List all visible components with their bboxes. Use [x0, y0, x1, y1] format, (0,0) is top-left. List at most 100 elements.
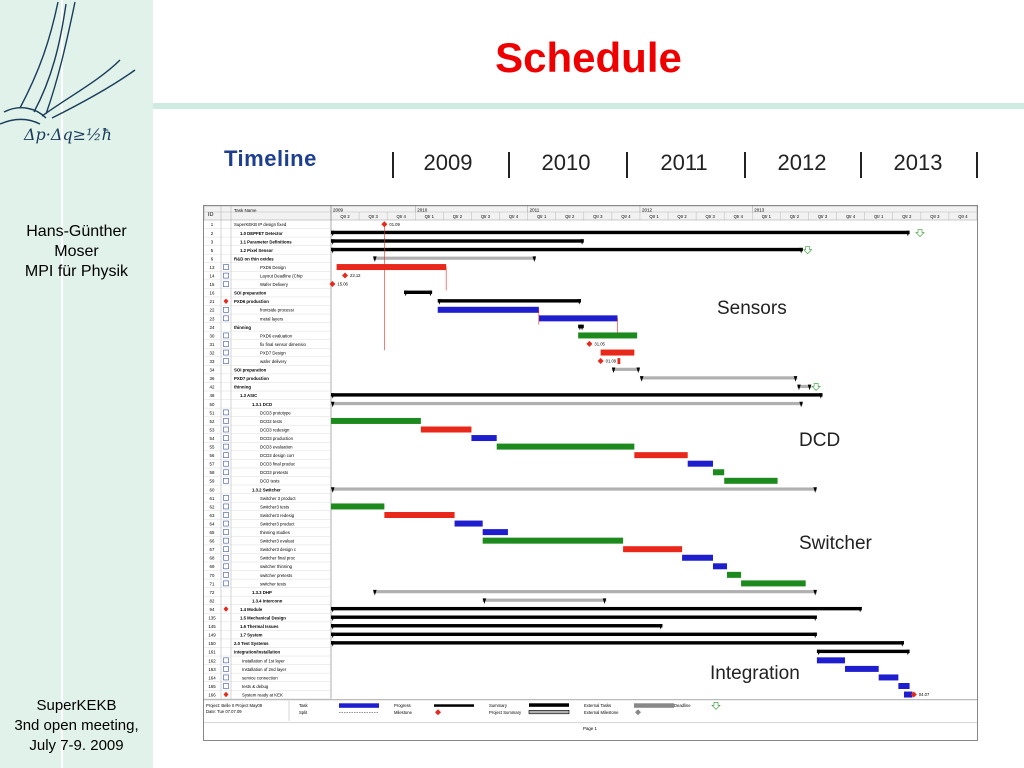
table-row-id: 71 [210, 581, 215, 586]
table-row-id: 165 [208, 684, 216, 689]
gantt-task-bar [617, 358, 621, 365]
table-row-name: R&D on thin oxides [234, 256, 274, 261]
table-row-name: 1.5 Mechanical Design [240, 616, 286, 621]
gantt-summary-cap [331, 615, 335, 622]
gantt-summary-bar [331, 239, 584, 243]
table-row-id: 163 [208, 667, 216, 672]
gantt-summary-cap [858, 606, 862, 613]
legend-label: External Milestone [584, 710, 619, 715]
slide-title: Schedule [495, 34, 682, 81]
gantt-milestone-label: 31.05 [594, 342, 605, 347]
header-quarter: Qtr 2 [677, 214, 687, 219]
table-row-note-icon [223, 409, 229, 416]
gantt-summary-bar [331, 632, 817, 636]
gantt-summary-cap [404, 290, 408, 297]
table-row-note-icon [223, 307, 229, 313]
table-row-note-icon [223, 529, 229, 535]
gantt-summary-cap [813, 589, 817, 596]
gantt-summary-bar [331, 230, 910, 235]
gantt-summary-cap [906, 649, 910, 656]
table-row-note-icon [223, 272, 229, 279]
table-row-id: 161 [208, 650, 216, 655]
table-row-name: DCD3 production [260, 436, 294, 441]
table-row-id: 14 [210, 274, 215, 279]
table-row-name: 1.4 Module [240, 607, 263, 612]
header-quarter: Qtr 3 [593, 214, 603, 219]
logo-formula: Δp·Δq≥½ħ [23, 125, 112, 144]
table-row-name: PXD6 Design [260, 265, 286, 270]
gantt-task-bar [634, 452, 688, 459]
header-quarter: Qtr 3 [930, 214, 940, 219]
table-row-name: 1.1 Parameter Definitions [240, 239, 292, 244]
gantt-task-bar [496, 443, 635, 450]
legend-external-tasks-swatch [634, 703, 674, 708]
gantt-summary-bar [331, 624, 663, 628]
table-row-note-icon [223, 563, 229, 570]
gantt-task-bar [482, 537, 624, 544]
gantt-project-summary-bar [331, 487, 817, 491]
gantt-task-bar [903, 691, 913, 698]
table-row-note-icon [223, 657, 229, 664]
gantt-summary-cap [797, 384, 801, 391]
year-separator [508, 152, 510, 178]
table-row-name: metal layers [260, 316, 283, 321]
meeting-date: July 7-9. 2009 [29, 737, 124, 754]
year-2010: 2010 [541, 150, 591, 175]
table-row-name: thinning [234, 385, 251, 390]
table-row-name: Layout Deadline (Chip [260, 274, 303, 279]
gantt-summary-cap [580, 324, 584, 331]
table-row-name: Switcher3 redesig [260, 513, 295, 518]
table-row-id: 32 [210, 350, 215, 355]
table-row-note-icon [223, 546, 229, 553]
gantt-task-bar [420, 426, 472, 433]
gantt-task-bar [384, 512, 455, 518]
gantt-task-bar [437, 306, 539, 313]
gantt-summary-cap [900, 641, 904, 647]
gantt-task-bar [878, 674, 899, 681]
gantt-task-bar [741, 580, 806, 587]
table-row-id: 162 [208, 658, 216, 663]
table-row-id: 164 [208, 675, 216, 680]
gantt-chart: ID Task Name 2009 2010 2011 2012 2013 Qtr 2 Qtr … [203, 205, 978, 741]
gantt-summary-bar [331, 606, 862, 611]
table-row-name: 1.3.4 Interconn [252, 598, 283, 603]
gantt-milestone-label: 23.12 [350, 273, 361, 278]
label-sensors: Sensors [717, 298, 787, 319]
legend-label: Task [299, 703, 309, 708]
gantt-task-bar [482, 529, 508, 536]
gantt-summary-cap [580, 239, 584, 245]
table-row-name: Switcher3 evaluat [260, 539, 295, 544]
table-row-note-icon [223, 683, 229, 689]
gantt-task-bar [712, 563, 728, 570]
table-row-id: 33 [210, 359, 215, 364]
gantt-summary-bar [816, 649, 910, 654]
gantt-task-bar [454, 520, 483, 527]
table-row-name: wafer delivery [260, 359, 287, 364]
table-row-name: switcher tests [260, 581, 286, 586]
year-separator [860, 152, 862, 178]
gantt-summary-cap [437, 299, 442, 305]
footer-page: Page 1 [583, 726, 597, 731]
author-name-first: Hans-Günther [26, 223, 127, 240]
gantt-task-bar [898, 683, 910, 689]
gantt-summary-cap [577, 299, 581, 305]
table-row-id: 3 [211, 239, 214, 244]
table-row-note-icon [223, 443, 229, 450]
gantt-milestone-label: 04.07 [919, 692, 930, 697]
gantt-summary-bar [331, 393, 823, 397]
header-year: 2012 [642, 208, 653, 213]
header-quarter: Qtr 2 [340, 214, 350, 219]
table-row-note-icon [223, 264, 229, 270]
header-quarter: Qtr 4 [734, 214, 744, 219]
table-row-note-icon [223, 477, 229, 484]
gantt-deadline-arrow-icon [811, 383, 821, 391]
table-row-id: 72 [210, 590, 215, 595]
gantt-project-summary-bar [331, 401, 803, 406]
table-row-id: 66 [210, 539, 215, 544]
table-row-id: 150 [208, 641, 216, 646]
table-row-name: Switcher 3 product [260, 496, 296, 501]
table-row-name: 1.0 DEPFET Detector [240, 231, 283, 236]
table-row-id: 15 [210, 282, 215, 287]
gantt-summary-bar [331, 641, 904, 645]
header-task-name: Task Name [234, 208, 257, 213]
